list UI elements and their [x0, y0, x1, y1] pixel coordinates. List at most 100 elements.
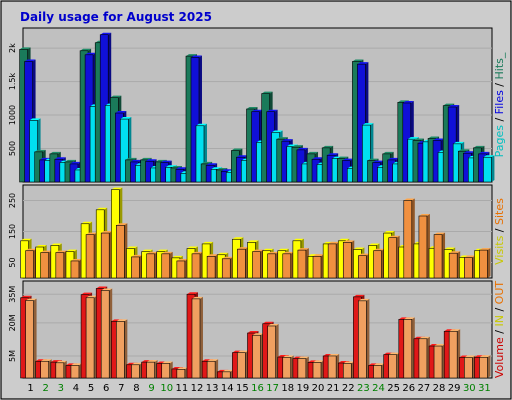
day-label-27: 27 [418, 383, 431, 394]
y-tick-label: 1.5k [8, 73, 17, 91]
panel-pages-files-hits: 500 1000 1.5k 2k [8, 27, 495, 183]
day-label-4: 4 [73, 383, 79, 394]
x-axis-day-labels: 1 2 3 4 5 6 7 8 9 10 11 12 13 14 15 16 17 18 19 20 21 22 23 24 2… [27, 383, 490, 394]
y-tick-label: 2k [8, 43, 17, 53]
bar-sites-day-22 [342, 240, 355, 279]
bar-sites-day-9 [146, 251, 158, 279]
bar-sites-day-13 [206, 254, 219, 279]
legend-labels: Pages / Files / Hits_ Visits / Sites Volum… [493, 52, 506, 378]
day-label-22: 22 [342, 383, 355, 394]
y-tick-label: 20M [8, 314, 17, 331]
bar-sites-day-5 [85, 232, 98, 279]
bar-sites-day-4 [70, 258, 82, 279]
day-label-9: 9 [148, 383, 154, 394]
bar-out-day-19 [297, 356, 309, 379]
bar-out-day-20 [312, 360, 325, 379]
bar-out-day-3 [55, 360, 67, 379]
day-label-10: 10 [160, 383, 173, 394]
day-label-17: 17 [266, 383, 279, 394]
day-label-12: 12 [191, 383, 204, 394]
day-label-13: 13 [206, 383, 219, 394]
panel-volume-in-out: 5M 20M 35M [8, 280, 493, 379]
bar-sites-day-11 [176, 258, 188, 279]
bar-sites-day-29 [448, 251, 461, 279]
bar-sites-day-18 [282, 251, 294, 279]
day-label-31: 31 [478, 383, 491, 394]
day-label-15: 15 [236, 383, 249, 394]
y-tick-label: 1000 [8, 105, 17, 125]
day-label-30: 30 [463, 383, 476, 394]
day-label-1: 1 [27, 383, 33, 394]
legend-label-pages-files-hits: Pages / Files / Hits_ [493, 52, 506, 157]
chart-title: Daily usage for August 2025 [20, 10, 212, 24]
bar-sites-day-19 [297, 248, 309, 279]
day-label-23: 23 [357, 383, 370, 394]
day-label-11: 11 [175, 383, 188, 394]
day-label-2: 2 [43, 383, 49, 394]
bar-out-day-9 [146, 360, 158, 379]
bar-sites-day-16 [252, 249, 264, 279]
chart-panels: 500 1000 1.5k 2k 50 150 250 5M 20M 35M [8, 27, 495, 379]
bar-sites-day-15 [237, 247, 249, 279]
bar-sites-day-17 [267, 251, 279, 279]
bar-sites-day-3 [55, 250, 67, 279]
bar-out-day-31 [479, 355, 491, 379]
bar-sites-day-26 [403, 198, 415, 279]
bar-out-day-1 [25, 298, 37, 379]
day-label-7: 7 [118, 383, 124, 394]
bar-out-day-30 [464, 355, 476, 379]
y-tick-label: 500 [8, 141, 17, 156]
bar-sites-day-12 [191, 251, 203, 279]
day-label-18: 18 [281, 383, 294, 394]
day-label-16: 16 [251, 383, 264, 394]
bar-out-day-29 [448, 329, 461, 379]
bar-out-day-28 [433, 344, 446, 379]
bar-sites-day-2 [40, 250, 52, 279]
bar-out-day-8 [131, 362, 143, 379]
day-label-28: 28 [433, 383, 446, 394]
bar-out-day-24 [373, 363, 385, 379]
legend-label-visits-sites: Visits / Sites [493, 198, 506, 265]
bar-out-day-17 [267, 323, 279, 379]
bar-pages-day-31 [483, 155, 495, 183]
y-tick-label: 5M [8, 350, 17, 362]
bar-out-day-27 [418, 336, 430, 379]
bar-out-day-2 [40, 359, 52, 379]
bar-out-day-18 [282, 355, 294, 379]
bar-sites-day-24 [373, 248, 385, 279]
bar-out-day-16 [252, 333, 264, 379]
day-label-19: 19 [297, 383, 310, 394]
bar-out-day-25 [388, 352, 400, 379]
bar-out-day-12 [191, 296, 203, 379]
bar-sites-day-7 [116, 223, 128, 279]
legend-label-volume-in-out: Volume / IN / OUT [493, 281, 506, 379]
bar-out-day-7 [116, 319, 128, 379]
bar-sites-day-23 [358, 253, 370, 279]
day-label-26: 26 [402, 383, 415, 394]
bar-out-day-26 [403, 317, 415, 379]
day-label-6: 6 [103, 383, 109, 394]
bar-out-day-13 [206, 359, 219, 379]
day-label-5: 5 [88, 383, 94, 394]
bar-out-day-11 [176, 367, 188, 379]
bar-sites-day-6 [100, 231, 113, 279]
day-label-29: 29 [448, 383, 461, 394]
day-label-8: 8 [133, 383, 139, 394]
bar-out-day-4 [70, 363, 82, 379]
day-label-14: 14 [221, 383, 234, 394]
bar-out-day-6 [100, 288, 113, 379]
bar-sites-day-30 [464, 255, 476, 279]
day-label-3: 3 [58, 383, 64, 394]
bar-sites-day-31 [479, 248, 491, 279]
day-label-20: 20 [312, 383, 325, 394]
bar-sites-day-25 [388, 235, 400, 279]
y-tick-label: 50 [8, 257, 17, 267]
y-tick-label: 35M [8, 286, 17, 303]
bar-sites-day-8 [131, 254, 143, 279]
y-tick-label: 250 [8, 193, 17, 208]
bar-out-day-22 [342, 361, 355, 379]
day-label-24: 24 [372, 383, 385, 394]
bar-sites-day-28 [433, 232, 446, 279]
bar-sites-day-14 [221, 256, 234, 279]
